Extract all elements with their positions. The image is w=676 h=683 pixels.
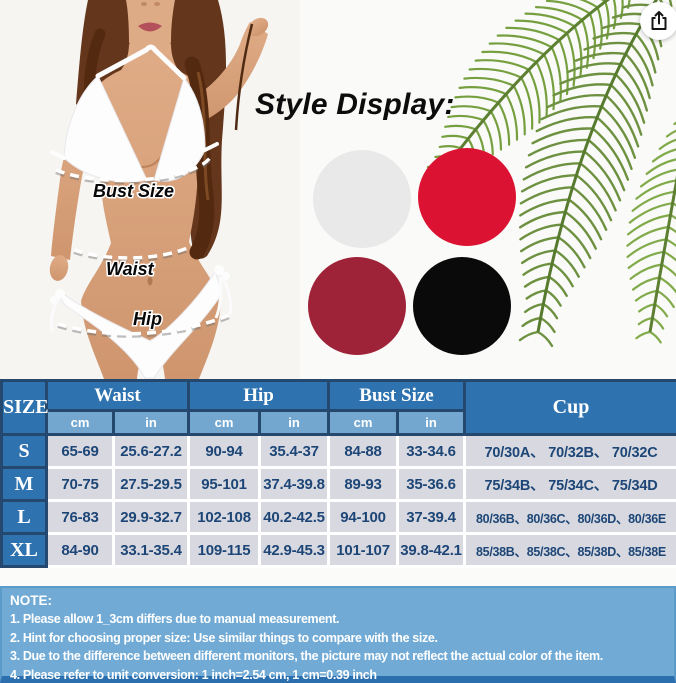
measurement-lines [55, 156, 233, 338]
hair-front [184, 56, 215, 260]
waist-in-cell: 33.1-35.4 [111, 532, 191, 568]
unit-header-cm: cm [187, 409, 262, 436]
size-cell: L [0, 499, 48, 535]
hip-in-cell: 37.4-39.8 [258, 466, 331, 502]
cup-column-header: Cup [463, 379, 676, 436]
nose [141, 2, 147, 6]
waist-in-cell: 29.9-32.7 [111, 499, 191, 535]
color-swatch-red [418, 148, 516, 246]
unit-header-in: in [396, 409, 467, 436]
waist-in-cell: 27.5-29.5 [111, 466, 191, 502]
bust-cm-cell: 84-88 [327, 433, 400, 469]
share-icon [651, 11, 667, 30]
hand [49, 255, 69, 281]
bust-in-cell: 37-39.4 [396, 499, 467, 535]
hip-in-cell: 35.4-37 [258, 433, 331, 469]
size-column-header: SIZE [0, 379, 49, 436]
cup-cell: 80/36B、80/36C、80/36D、80/36E [463, 499, 676, 535]
note-line-3: 3. Due to the difference between differe… [10, 649, 603, 663]
unit-header-in: in [111, 409, 191, 436]
color-swatch-white [313, 150, 411, 248]
table-row-xl: XL 84-90 33.1-35.4 109-115 42.9-45.3 101… [0, 532, 676, 568]
table-row-l: L 76-83 29.9-32.7 102-108 40.2-42.5 94-1… [0, 499, 676, 535]
note-line-1: 1. Please allow 1_3cm differs due to man… [10, 612, 340, 626]
hair-strand [234, 23, 254, 131]
lips [138, 22, 162, 32]
table-row-m: M 70-75 27.5-29.5 95-101 37.4-39.8 89-93… [0, 466, 676, 502]
waist-cm-cell: 70-75 [45, 466, 115, 502]
hip-cm-cell: 90-94 [187, 433, 262, 469]
bust-size-label: Bust Size [93, 181, 174, 201]
waist-cm-cell: 84-90 [45, 532, 115, 568]
size-cell: XL [0, 532, 48, 568]
cup-cell: 85/38B、85/38C、85/38D、85/38E [463, 532, 676, 568]
note-section: NOTE: 1. Please allow 1_3cm differs due … [0, 586, 676, 683]
model-photo: Bust Size Waist Hip [0, 0, 300, 379]
table-unit-row: cm in cm in cm in [2, 409, 676, 436]
bust-cm-cell: 101-107 [327, 532, 400, 568]
unit-header-cm: cm [45, 409, 115, 436]
bust-in-cell: 39.8-42.1 [396, 532, 467, 568]
size-cell: M [0, 466, 48, 502]
cup-cell: 75/34B、 75/34C、 75/34D [463, 466, 676, 502]
waist-in-cell: 25.6-27.2 [111, 433, 191, 469]
hand [247, 17, 269, 37]
bikini-bottom [49, 265, 233, 379]
note-line-4: 4. Please refer to unit conversion: 1 in… [10, 667, 377, 682]
color-swatch-wine-red [308, 257, 406, 355]
unit-header-cm: cm [327, 409, 400, 436]
hip-in-cell: 40.2-42.5 [258, 499, 331, 535]
hip-group-header: Hip [187, 379, 331, 412]
product-photo-area[interactable]: Bust Size Waist Hip Style Display: [0, 0, 676, 379]
size-cell: S [0, 433, 48, 469]
note-title: NOTE: [10, 593, 52, 608]
bust-in-cell: 35-36.6 [396, 466, 467, 502]
color-swatch-black [413, 257, 511, 355]
unit-header-in: in [258, 409, 331, 436]
style-display-title: Style Display: [255, 88, 455, 121]
table-header-row: SIZE Waist Hip Bust Size Cup [0, 379, 676, 436]
waist-cm-cell: 65-69 [45, 433, 115, 469]
hip-in-cell: 42.9-45.3 [258, 532, 331, 568]
share-button[interactable] [640, 2, 676, 40]
bust-group-header: Bust Size [327, 379, 467, 412]
waist-cm-cell: 76-83 [45, 499, 115, 535]
note-line-2: 2. Hint for choosing proper size: Use si… [10, 630, 438, 645]
nose [154, 2, 160, 6]
hip-cm-cell: 102-108 [187, 499, 262, 535]
size-chart-table: SIZE Waist Hip Bust Size Cup cm in cm in… [0, 379, 676, 568]
navel [147, 276, 153, 286]
hip-label: Hip [133, 309, 162, 329]
bust-cm-cell: 94-100 [327, 499, 400, 535]
waist-label: Waist [106, 259, 155, 279]
table-row-s: S 65-69 25.6-27.2 90-94 35.4-37 84-88 33… [0, 433, 676, 469]
hip-cm-cell: 109-115 [187, 532, 262, 568]
bust-in-cell: 33-34.6 [396, 433, 467, 469]
bust-cm-cell: 89-93 [327, 466, 400, 502]
waist-group-header: Waist [44, 379, 191, 412]
arm-raised [190, 22, 268, 124]
cup-cell: 70/30A、 70/32B、 70/32C [463, 433, 676, 469]
hip-cm-cell: 95-101 [187, 466, 262, 502]
